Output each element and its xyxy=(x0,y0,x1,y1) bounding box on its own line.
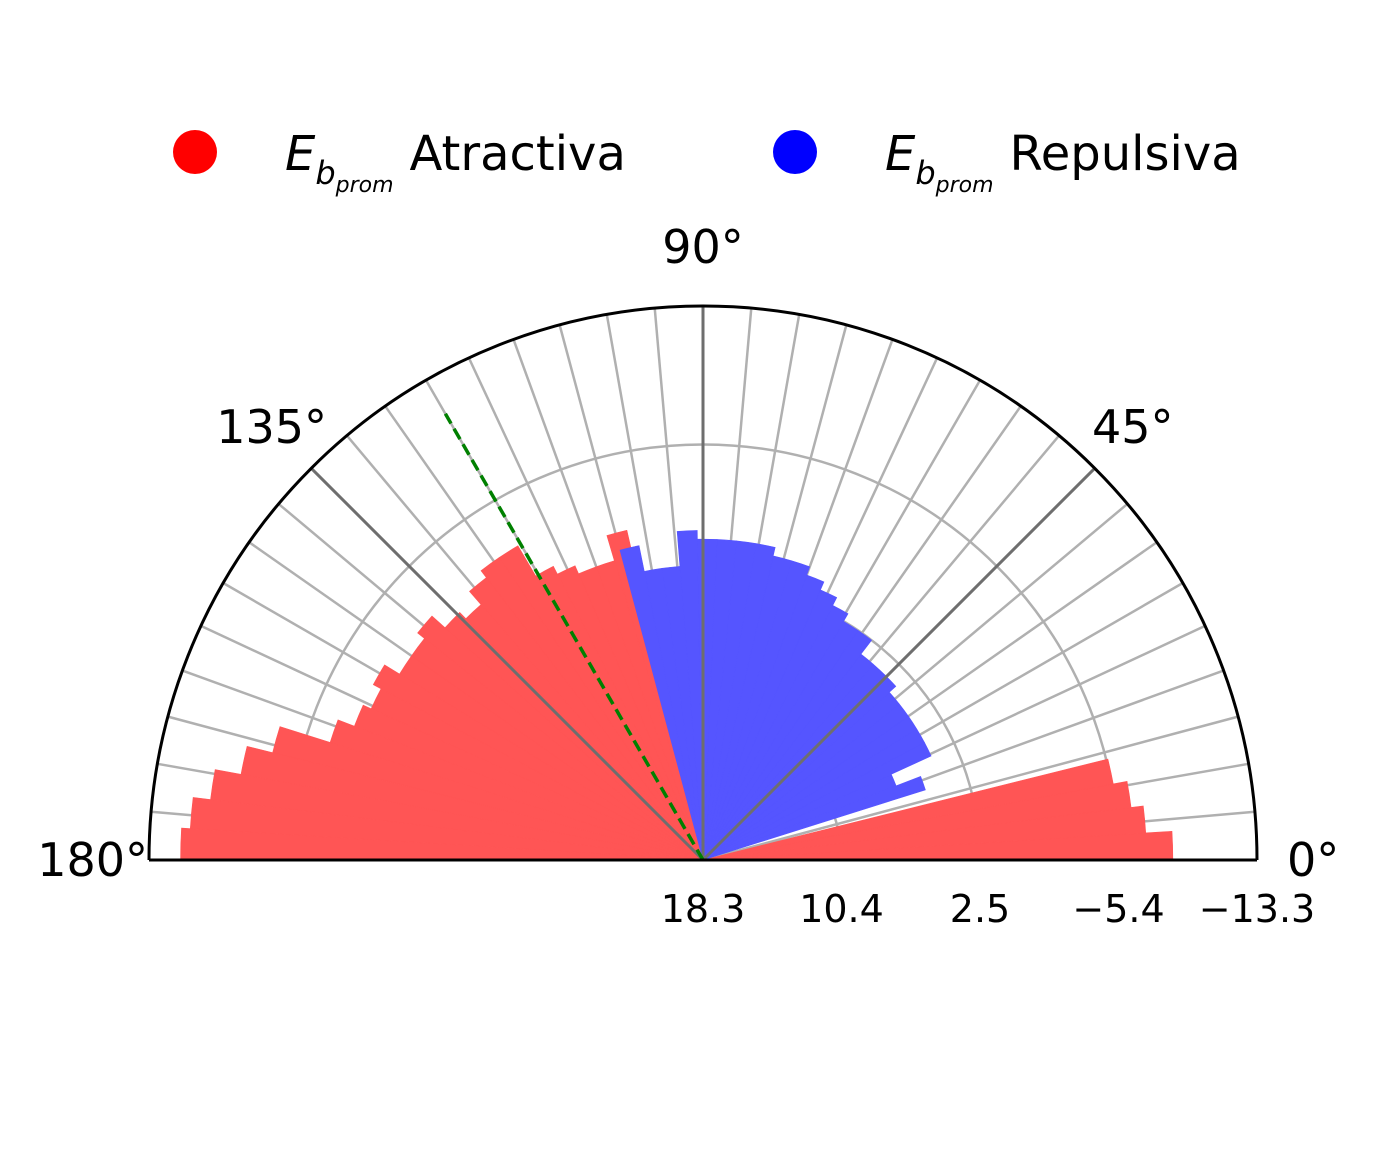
bar-atractiva xyxy=(417,615,704,861)
radial-tick-label: 18.3 xyxy=(661,887,746,931)
bar-atractiva xyxy=(606,529,704,861)
radial-tick-label: −5.4 xyxy=(1072,887,1164,931)
legend-label-repulsiva: EbpromRepulsiva xyxy=(885,126,1241,198)
bar-atractiva xyxy=(372,664,704,861)
radial-tick-label: 10.4 xyxy=(799,887,884,931)
radial-tick-label: 2.5 xyxy=(950,887,1010,931)
legend-label-atractiva: EbpromAtractiva xyxy=(285,126,626,198)
reference-line xyxy=(443,412,705,861)
bar-atractiva xyxy=(480,557,704,861)
bar-repulsiva xyxy=(619,545,704,861)
angle-tick-label: 45° xyxy=(1092,400,1174,454)
major-spoke xyxy=(701,467,1096,862)
legend-marker-atractiva xyxy=(173,130,217,174)
axis-labels: 0° 45° 90° 135° 180° 18.3 10.4 2.5 −5.4 −13.3 xyxy=(37,220,1339,931)
angle-tick-label: 180° xyxy=(37,833,148,887)
major-spoke xyxy=(310,467,705,862)
bar-atractiva xyxy=(702,758,1114,861)
radial-tick-label: −13.3 xyxy=(1199,887,1315,931)
overlay-layer xyxy=(147,304,1259,862)
bar-atractiva xyxy=(469,577,704,861)
bar-repulsiva xyxy=(702,776,926,861)
outer-arc xyxy=(147,304,1259,861)
angle-tick-label: 90° xyxy=(662,220,744,274)
legend: EbpromAtractiva EbpromRepulsiva xyxy=(173,126,1241,198)
legend-marker-repulsiva xyxy=(773,130,817,174)
angle-tick-label: 135° xyxy=(216,400,327,454)
angle-tick-label: 0° xyxy=(1287,833,1339,887)
bars-layer xyxy=(180,529,1174,861)
